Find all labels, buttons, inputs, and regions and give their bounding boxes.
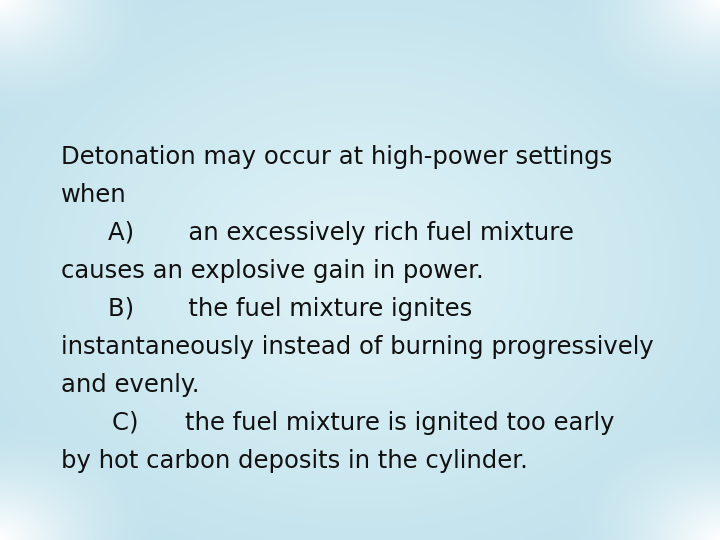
Text: and evenly.: and evenly. <box>61 373 199 397</box>
Text: A)       an excessively rich fuel mixture: A) an excessively rich fuel mixture <box>108 221 574 245</box>
Text: by hot carbon deposits in the cylinder.: by hot carbon deposits in the cylinder. <box>61 449 528 473</box>
Text: when: when <box>61 183 127 207</box>
Text: B)       the fuel mixture ignites: B) the fuel mixture ignites <box>108 297 472 321</box>
Text: Detonation may occur at high-power settings: Detonation may occur at high-power setti… <box>61 145 613 169</box>
Text: C)      the fuel mixture is ignited too early: C) the fuel mixture is ignited too early <box>112 411 614 435</box>
Text: causes an explosive gain in power.: causes an explosive gain in power. <box>61 259 484 283</box>
Text: instantaneously instead of burning progressively: instantaneously instead of burning progr… <box>61 335 654 359</box>
